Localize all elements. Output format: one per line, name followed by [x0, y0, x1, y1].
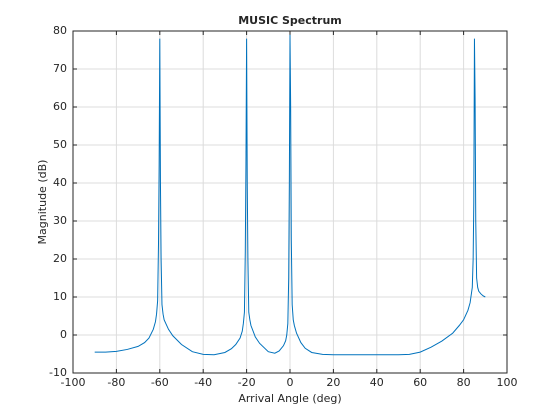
y-tick-label: 70 [53, 62, 67, 75]
y-tick-label: 20 [53, 252, 67, 265]
x-axis-label: Arrival Angle (deg) [238, 392, 341, 405]
x-tick-label: -40 [194, 376, 212, 389]
x-tick-label: -60 [151, 376, 169, 389]
data-line [94, 34, 486, 356]
x-tick-label: 40 [370, 376, 384, 389]
y-tick-label: 10 [53, 290, 67, 303]
y-tick-label: 40 [53, 176, 67, 189]
x-tick-label: 20 [326, 376, 340, 389]
x-tick-label: 60 [413, 376, 427, 389]
y-axis-label: Magnitude (dB) [36, 160, 49, 245]
y-tick-label: -10 [49, 366, 67, 379]
x-tick-label: 100 [497, 376, 518, 389]
y-tick-label: 80 [53, 24, 67, 37]
x-tick-label: -20 [238, 376, 256, 389]
chart-title: MUSIC Spectrum [238, 14, 342, 27]
y-tick-label: 0 [60, 328, 67, 341]
plot-frame [72, 30, 508, 374]
x-tick-label: -80 [107, 376, 125, 389]
x-tick-label: 0 [287, 376, 294, 389]
y-tick-label: 50 [53, 138, 67, 151]
x-tick-label: 80 [457, 376, 471, 389]
y-tick-label: 30 [53, 214, 67, 227]
y-tick-label: 60 [53, 100, 67, 113]
x-tick-label: -100 [61, 376, 86, 389]
